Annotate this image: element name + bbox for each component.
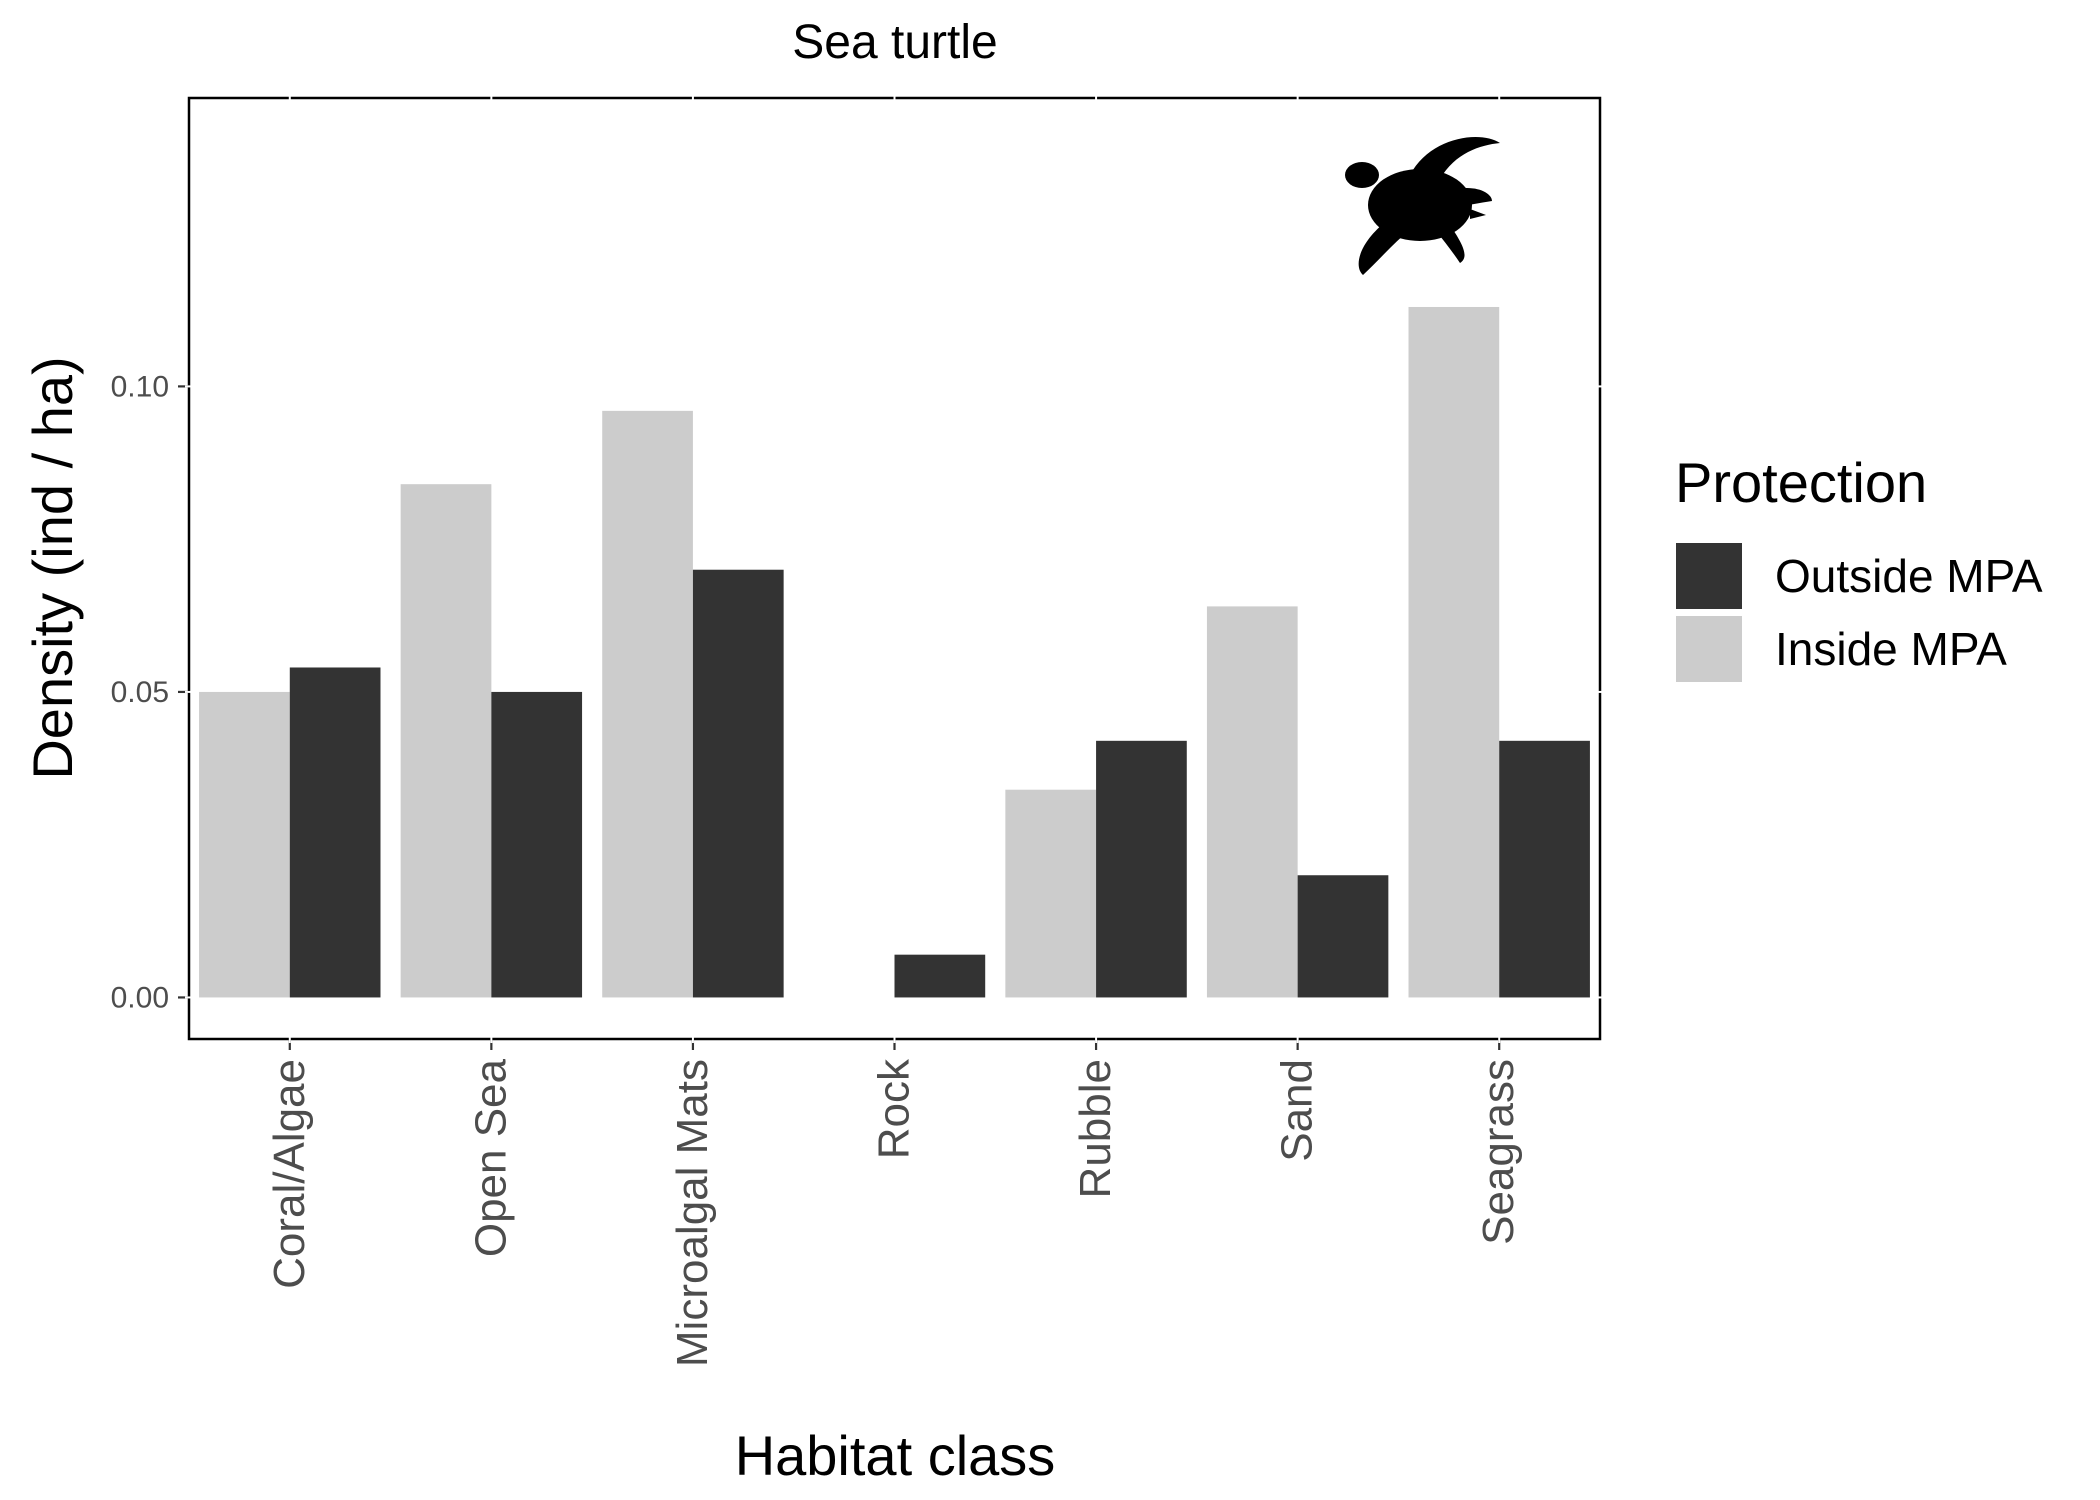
- x-tick-label: Open Sea: [466, 1058, 515, 1257]
- bar-outside-mpa-coral-algae: [289, 667, 381, 998]
- bars-layer: [199, 306, 1590, 998]
- bar-inside-mpa-microalgal-mats: [602, 410, 693, 998]
- x-axis-label: Habitat class: [735, 1424, 1056, 1487]
- legend-label: Inside MPA: [1775, 623, 2007, 675]
- bar-inside-mpa-open-sea: [400, 484, 492, 998]
- x-tick-label: Coral/Algae: [265, 1059, 314, 1289]
- bar-outside-mpa-rock: [894, 954, 986, 998]
- legend-key-inside-mpa: [1674, 614, 1744, 684]
- legend-label: Outside MPA: [1775, 550, 2043, 602]
- x-tick-label: Seagrass: [1474, 1059, 1523, 1245]
- y-tick-label: 0.10: [111, 370, 169, 403]
- x-tick-label: Rubble: [1071, 1059, 1120, 1198]
- panel-tick-marks: [185, 94, 1604, 1043]
- legend-items: Outside MPA Inside MPA: [1674, 541, 2043, 684]
- y-axis-label: Density (ind / ha): [21, 356, 84, 779]
- x-tick-label: Rock: [870, 1058, 919, 1159]
- x-tick-label: Sand: [1273, 1059, 1322, 1162]
- bar-outside-mpa-open-sea: [491, 691, 583, 998]
- axis-layer: 0.00 0.05 0.10 Coral/Algae Open Sea Microalga…: [111, 370, 1524, 1367]
- legend-title: Protection: [1675, 451, 1927, 514]
- bar-outside-mpa-rubble: [1096, 740, 1187, 998]
- chart-title: Sea turtle: [792, 16, 997, 69]
- y-tick-label: 0.05: [111, 676, 169, 709]
- bar-inside-mpa-sand: [1206, 606, 1298, 998]
- bar-inside-mpa-coral-algae: [199, 691, 290, 998]
- bar-outside-mpa-sand: [1297, 875, 1389, 998]
- y-tick-label: 0.00: [111, 981, 169, 1014]
- bar-inside-mpa-rubble: [1005, 789, 1097, 998]
- legend-key-outside-mpa: [1674, 541, 1744, 611]
- x-tick-label: Microalgal Mats: [668, 1059, 717, 1367]
- sea-turtle-icon: [1345, 136, 1500, 275]
- bar-inside-mpa-seagrass: [1408, 306, 1500, 998]
- legend: Protection Outside MPA Inside MPA: [1674, 451, 2043, 684]
- bar-outside-mpa-microalgal-mats: [692, 569, 784, 998]
- bar-outside-mpa-seagrass: [1499, 740, 1590, 998]
